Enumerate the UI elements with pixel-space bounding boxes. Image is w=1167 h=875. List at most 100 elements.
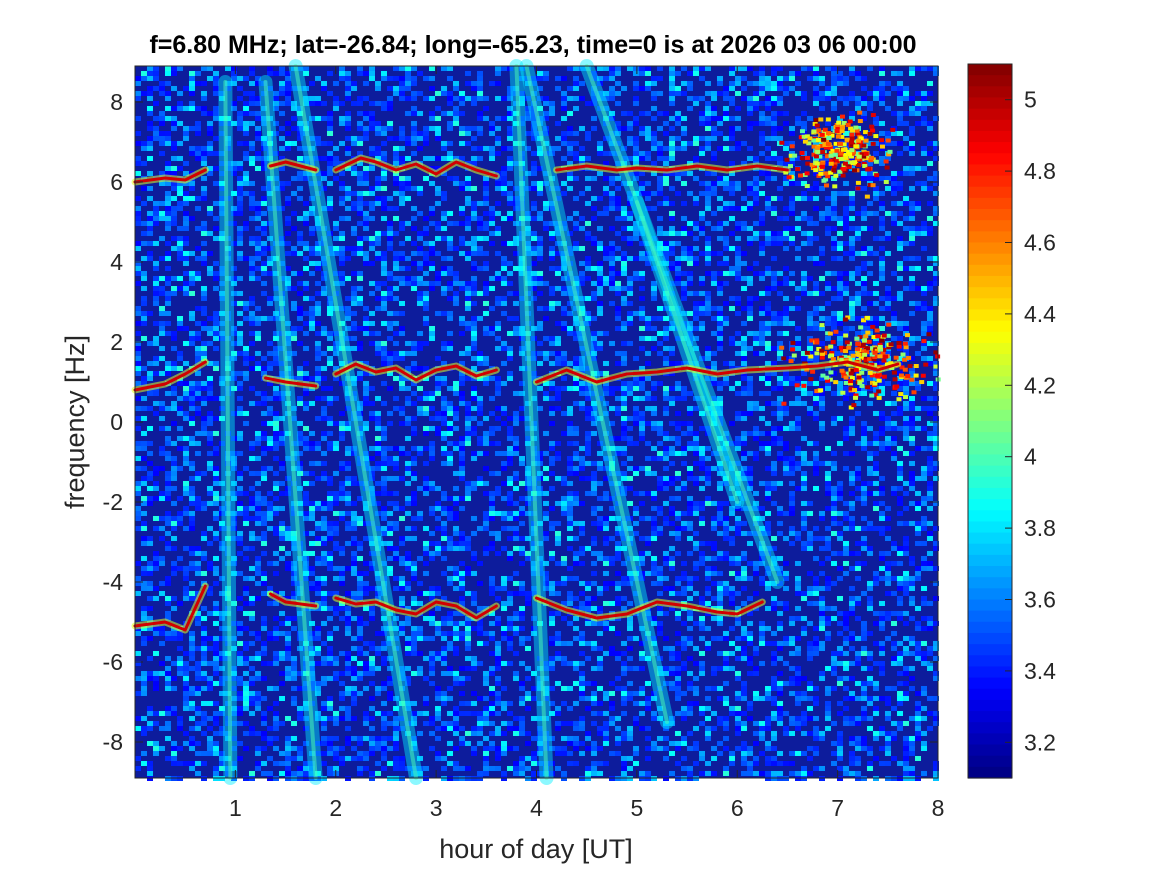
- speckle-cell: [657, 176, 663, 181]
- speckle-cell: [849, 431, 855, 436]
- speckle-cell: [795, 121, 801, 126]
- speckle-cell: [471, 406, 477, 411]
- speckle-cell: [363, 221, 369, 226]
- speckle-cell: [933, 416, 939, 421]
- speckle-cell: [861, 331, 867, 336]
- speckle-cell: [621, 296, 627, 301]
- speckle-cell: [135, 446, 141, 451]
- speckle-cell: [867, 161, 873, 166]
- speckle-cell: [837, 386, 843, 391]
- speckle-cell: [783, 446, 789, 451]
- speckle-cell: [225, 141, 231, 146]
- speckle-cell: [855, 371, 861, 376]
- speckle-cell: [135, 211, 141, 216]
- speckle-cell: [375, 421, 381, 426]
- speckle-cell: [321, 101, 327, 106]
- speckle-cell: [549, 406, 555, 411]
- speckle-cell: [135, 331, 141, 336]
- speckle-cell: [885, 296, 891, 301]
- speckle-cell: [621, 86, 627, 91]
- speckle-cell: [543, 351, 549, 356]
- speckle-cell: [669, 346, 675, 351]
- speckle-cell: [687, 171, 693, 176]
- speckle-cell: [741, 346, 747, 351]
- speckle-cell: [321, 436, 327, 441]
- speckle-cell: [537, 291, 543, 296]
- speckle-cell: [525, 476, 531, 481]
- speckle-cell: [555, 196, 561, 201]
- speckle-cell: [687, 441, 693, 446]
- speckle-cell: [279, 66, 285, 71]
- speckle-cell: [369, 281, 375, 286]
- speckle-cell: [615, 256, 621, 261]
- speckle-cell: [789, 381, 795, 386]
- speckle-cell: [315, 171, 321, 176]
- speckle-cell: [645, 336, 651, 341]
- speckle-cell: [573, 156, 579, 161]
- speckle-cell: [345, 166, 351, 171]
- speckle-cell: [231, 351, 237, 356]
- speckle-cell: [777, 406, 783, 411]
- speckle-cell: [717, 206, 723, 211]
- speckle-cell: [537, 211, 543, 216]
- speckle-cell: [813, 96, 819, 101]
- speckle-cell: [771, 136, 777, 141]
- speckle-cell: [177, 321, 183, 326]
- speckle-cell: [549, 106, 555, 111]
- speckle-cell: [165, 266, 171, 271]
- speckle-cell: [543, 126, 549, 131]
- speckle-cell: [327, 141, 333, 146]
- speckle-cell: [795, 401, 801, 406]
- speckle-cell: [177, 191, 183, 196]
- speckle-cell: [927, 361, 933, 366]
- speckle-cell: [651, 141, 657, 146]
- speckle-cell: [243, 371, 249, 376]
- speckle-cell: [699, 411, 705, 416]
- speckle-cell: [639, 271, 645, 276]
- speckle-cell: [429, 266, 435, 271]
- speckle-cell: [735, 186, 741, 191]
- speckle-cell: [549, 246, 555, 251]
- speckle-cell: [183, 236, 189, 241]
- speckle-cell: [447, 411, 453, 416]
- speckle-cell: [189, 106, 195, 111]
- speckle-cell: [855, 96, 861, 101]
- speckle-cell: [411, 251, 417, 256]
- speckle-cell: [777, 86, 783, 91]
- speckle-cell: [825, 211, 831, 216]
- speckle-cell: [435, 376, 441, 381]
- speckle-cell: [369, 206, 375, 211]
- speckle-cell: [801, 436, 807, 441]
- speckle-cell: [465, 251, 471, 256]
- speckle-cell: [873, 96, 879, 101]
- speckle-cell: [693, 236, 699, 241]
- speckle-cell: [351, 451, 357, 456]
- speckle-cell: [921, 66, 927, 71]
- speckle-cell: [459, 351, 465, 356]
- speckle-cell: [501, 346, 507, 351]
- speckle-cell: [717, 146, 723, 151]
- speckle-cell: [459, 396, 465, 401]
- speckle-cell: [609, 151, 615, 156]
- speckle-cell: [153, 116, 159, 121]
- speckle-cell: [315, 251, 321, 256]
- speckle-cell: [537, 256, 543, 261]
- speckle-cell: [873, 236, 879, 241]
- speckle-cell: [519, 331, 525, 336]
- speckle-cell: [273, 396, 279, 401]
- speckle-cell: [879, 296, 885, 301]
- speckle-cell: [687, 106, 693, 111]
- speckle-cell: [765, 361, 771, 366]
- speckle-cell: [519, 351, 525, 356]
- speckle-cell: [171, 391, 177, 396]
- speckle-cell: [249, 141, 255, 146]
- speckle-cell: [351, 346, 357, 351]
- speckle-cell: [759, 211, 765, 216]
- speckle-cell: [465, 326, 471, 331]
- speckle-cell: [585, 101, 591, 106]
- speckle-cell: [453, 116, 459, 121]
- speckle-cell: [261, 401, 267, 406]
- speckle-cell: [255, 101, 261, 106]
- speckle-cell: [717, 416, 723, 421]
- speckle-cell: [531, 396, 537, 401]
